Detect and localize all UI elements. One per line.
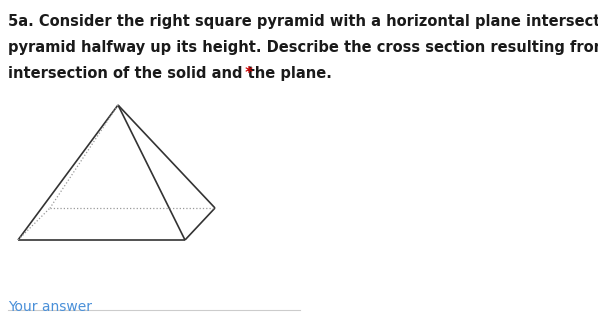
Text: 5a. Consider the right square pyramid with a horizontal plane intersecting the: 5a. Consider the right square pyramid wi… xyxy=(8,14,598,29)
Text: intersection of the solid and the plane.: intersection of the solid and the plane. xyxy=(8,66,332,81)
Text: *: * xyxy=(240,66,253,81)
Text: Your answer: Your answer xyxy=(8,300,92,314)
Text: pyramid halfway up its height. Describe the cross section resulting from the: pyramid halfway up its height. Describe … xyxy=(8,40,598,55)
